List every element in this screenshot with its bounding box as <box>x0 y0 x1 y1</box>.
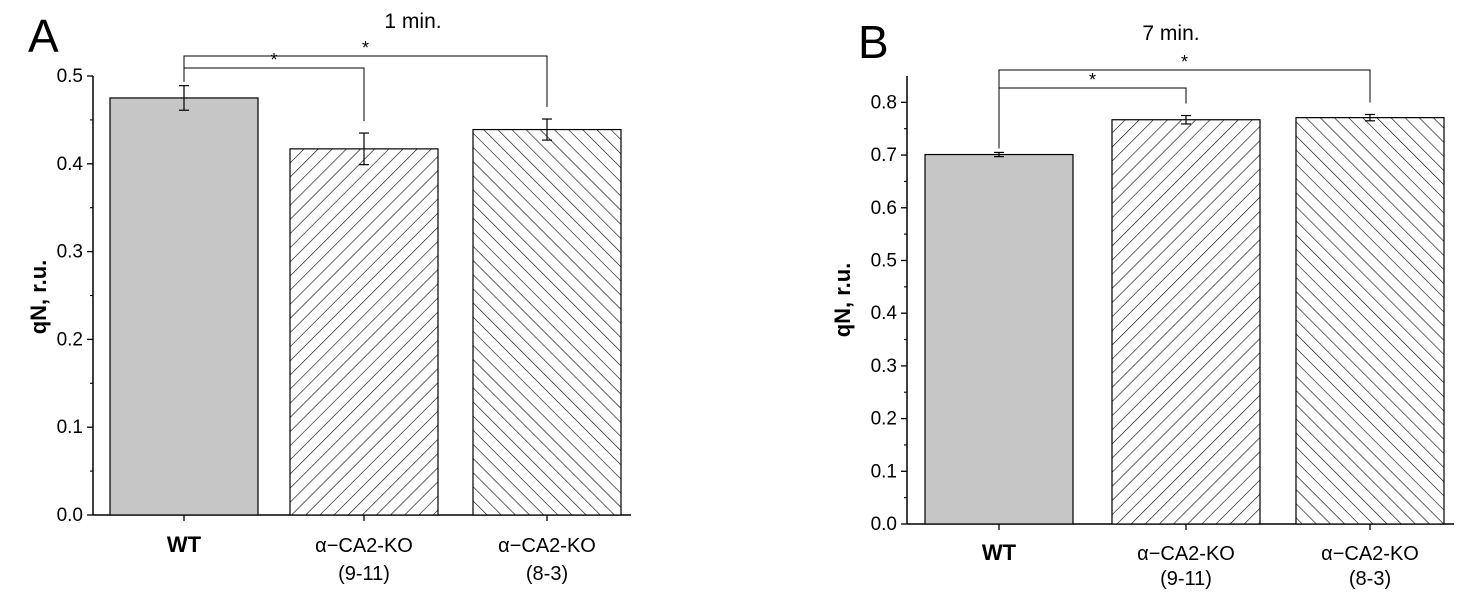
y-tick-label: 0.8 <box>871 92 897 113</box>
x-category-sublabel: (9-11) <box>1160 568 1212 590</box>
y-tick-label: 0.5 <box>871 250 897 271</box>
x-category-label: WT <box>167 532 202 557</box>
y-tick-label: 0.3 <box>57 242 83 263</box>
chart-panel-b: B 7 min. qN, r.u. 0.0 0.1 0.2 0.3 0.4 0.5 0.6 0… <box>830 16 1454 590</box>
y-tick-label: 0.7 <box>871 145 897 166</box>
y-tick-label: 0.6 <box>871 198 897 219</box>
y-tick-label: 0.4 <box>871 303 898 324</box>
y-tick-label: 0.0 <box>57 505 83 526</box>
y-tick-label: 0.0 <box>871 514 897 535</box>
chart-panel-a: A 1 min. qN, r.u. 0.00.10.20.30.40.5 ** … <box>26 10 631 585</box>
bar-group <box>924 113 1445 525</box>
chart-title: 1 min. <box>384 10 441 33</box>
significance-brackets: ** <box>998 52 1371 149</box>
bar-group <box>109 85 622 516</box>
x-category-sublabel: (8-3) <box>1349 568 1391 590</box>
significance-star: * <box>362 38 369 58</box>
significance-star: * <box>1181 52 1188 72</box>
y-tick-label: 0.5 <box>57 66 83 87</box>
y-tick-label: 0.2 <box>57 329 83 350</box>
y-tick-label: 0.3 <box>871 356 897 377</box>
x-category-label: α−CA2-KO <box>1137 543 1235 565</box>
bar <box>289 148 439 516</box>
y-axis-label: qN, r.u. <box>830 263 855 338</box>
x-category-label: WT <box>982 540 1017 565</box>
y-tick-label: 0.1 <box>57 417 83 438</box>
x-category-label: α−CA2-KO <box>1321 543 1419 565</box>
significance-bracket <box>183 55 548 108</box>
significance-brackets: ** <box>183 38 548 122</box>
panel-letter: B <box>858 16 889 68</box>
significance-bracket <box>998 69 1371 149</box>
bar <box>924 153 1074 525</box>
y-tick-label: 0.1 <box>871 461 897 482</box>
panel-letter: A <box>28 10 59 62</box>
bar <box>472 128 622 516</box>
chart-title: 7 min. <box>1142 22 1199 45</box>
significance-star: * <box>270 50 277 70</box>
x-category-label: α−CA2-KO <box>498 535 596 557</box>
bar <box>1111 119 1261 525</box>
bar <box>109 97 259 516</box>
y-axis-label: qN, r.u. <box>26 260 51 335</box>
category-labels: WT α−CA2-KO (9-11) α−CA2-KO (8-3) <box>982 540 1419 590</box>
x-category-sublabel: (9-11) <box>338 563 390 585</box>
y-tick-label: 0.2 <box>871 409 897 430</box>
y-tick-label: 0.4 <box>57 154 84 175</box>
x-category-label: α−CA2-KO <box>315 535 413 557</box>
category-labels: WT α−CA2-KO (9-11) α−CA2-KO (8-3) <box>167 532 596 585</box>
bar <box>1295 117 1445 525</box>
x-category-sublabel: (8-3) <box>526 563 568 585</box>
significance-star: * <box>1089 70 1096 90</box>
